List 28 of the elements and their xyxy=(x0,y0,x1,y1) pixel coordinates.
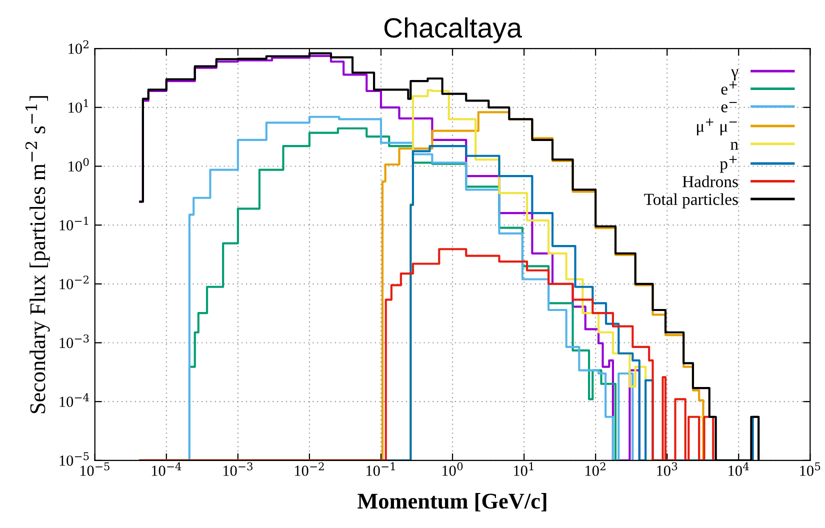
y-tick-label: 10$^{2}$ xyxy=(68,40,88,54)
legend-label: e$^{+}$ xyxy=(721,81,737,95)
legend-label: n xyxy=(730,142,738,150)
legend-label: Total particles xyxy=(644,193,738,208)
chart-title: Chacaltaya xyxy=(384,17,522,44)
x-tick-label: 10$^{−2}$ xyxy=(294,462,324,476)
legend-label: γ xyxy=(731,69,738,80)
x-tick-label: 10$^{−4}$ xyxy=(152,462,182,476)
y-axis-title: Secondary Flux [particles m$^{−2}$ s$^{−1}$] xyxy=(25,96,50,414)
x-tick-label: 10$^{2}$ xyxy=(586,462,606,476)
legend-label: p$^{+}$ xyxy=(720,156,737,173)
x-tick-label: 10$^{1}$ xyxy=(514,462,534,476)
y-tick-label: 10$^{−4}$ xyxy=(60,393,90,407)
y-tick-label: 10$^{1}$ xyxy=(68,99,88,113)
x-tick-label: 10$^{−3}$ xyxy=(223,462,253,476)
y-tick-label: 10$^{−1}$ xyxy=(60,216,88,230)
x-tick-label: 10$^{4}$ xyxy=(728,462,749,476)
x-tick-label: 10$^{0}$ xyxy=(442,462,463,476)
y-tick-label: 10$^{0}$ xyxy=(68,158,89,172)
x-tick-label: 10$^{−1}$ xyxy=(366,462,395,476)
y-tick-label: 10$^{−2}$ xyxy=(60,276,89,290)
y-tick-label: 10$^{−3}$ xyxy=(60,334,89,348)
legend-label: e$^{−}$ xyxy=(721,102,737,112)
x-tick-label: 10$^{5}$ xyxy=(800,462,820,476)
x-axis-title: Momentum [GeV/c] xyxy=(358,493,546,512)
x-tick-label: 10$^{3}$ xyxy=(657,462,678,476)
legend-label: μ$^{+}$ μ$^{−}$ xyxy=(697,118,737,136)
legend-label: Hadrons xyxy=(682,176,738,188)
